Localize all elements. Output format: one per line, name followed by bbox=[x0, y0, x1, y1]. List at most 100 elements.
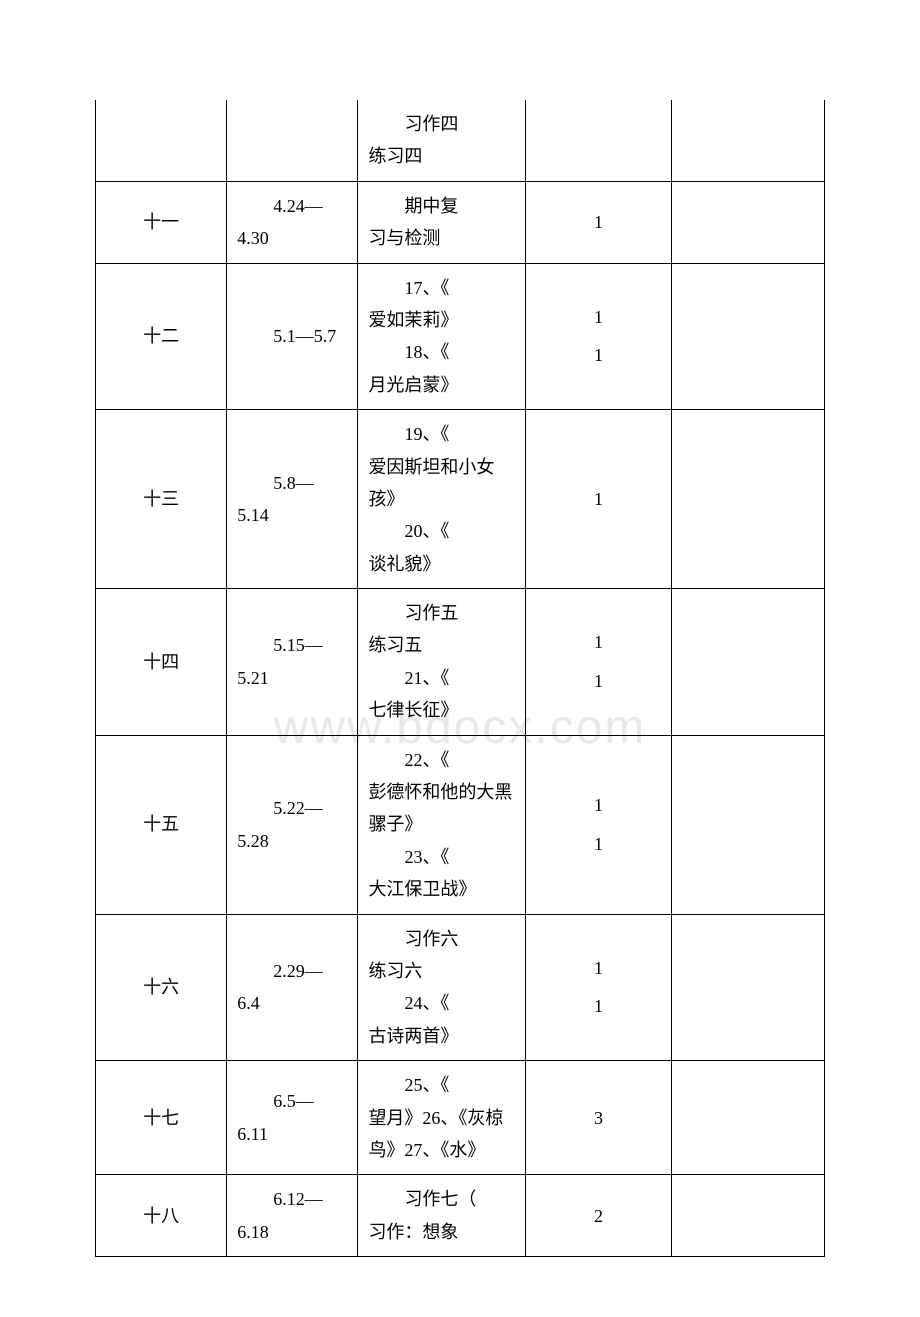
hours-value: 1 bbox=[532, 626, 665, 658]
note-cell bbox=[671, 410, 824, 589]
hours-value: 1 bbox=[532, 828, 665, 860]
content-cell: 习作五 练习五 21、《 七律长征》 bbox=[358, 589, 526, 736]
hours-cell: 2 bbox=[526, 1175, 672, 1257]
week-cell: 十一 bbox=[96, 181, 227, 263]
content-cell: 习作四 练习四 bbox=[358, 100, 526, 181]
table-row: 习作四 练习四 bbox=[96, 100, 825, 181]
content-line: 习与检测 bbox=[368, 222, 519, 254]
date-line: 6.11 bbox=[237, 1118, 351, 1150]
note-cell bbox=[671, 263, 824, 410]
date-line: 5.14 bbox=[237, 499, 351, 531]
content-line: 习作：想象 bbox=[368, 1216, 519, 1248]
content-line: 习作七（ bbox=[368, 1183, 519, 1215]
content-line: 21、《 bbox=[368, 662, 519, 694]
content-line: 22、《 bbox=[368, 744, 519, 776]
table-row: 十四 5.15— 5.21 习作五 练习五 21、《 七律长征》 1 1 bbox=[96, 589, 825, 736]
content-line: 25、《 bbox=[368, 1069, 519, 1101]
date-cell: 5.22— 5.28 bbox=[227, 735, 358, 914]
content-line: 七律长征》 bbox=[368, 694, 519, 726]
note-cell bbox=[671, 914, 824, 1061]
hours-cell: 3 bbox=[526, 1061, 672, 1175]
content-cell: 19、《 爱因斯坦和小女孩》 20、《 谈礼貌》 bbox=[358, 410, 526, 589]
content-cell: 习作七（ 习作：想象 bbox=[358, 1175, 526, 1257]
hours-value: 1 bbox=[532, 339, 665, 371]
content-line: 谈礼貌》 bbox=[368, 548, 519, 580]
note-cell bbox=[671, 735, 824, 914]
table-row: 十七 6.5— 6.11 25、《 望月》26、《灰椋鸟》27、《水》 3 bbox=[96, 1061, 825, 1175]
hours-cell: 1 1 bbox=[526, 589, 672, 736]
content-cell: 17、《 爱如茉莉》 18、《 月光启蒙》 bbox=[358, 263, 526, 410]
hours-value: 1 bbox=[532, 990, 665, 1022]
week-cell: 十七 bbox=[96, 1061, 227, 1175]
date-line: 5.22— bbox=[237, 792, 351, 824]
week-cell: 十二 bbox=[96, 263, 227, 410]
content-line: 17、《 bbox=[368, 272, 519, 304]
date-line: 6.18 bbox=[237, 1216, 351, 1248]
schedule-table-wrap: 习作四 练习四 十一 4.24— 4.30 期中复 习与检测 1 十二 5.1—… bbox=[95, 100, 825, 1257]
table-row: 十五 5.22— 5.28 22、《 彭德怀和他的大黑骡子》 23、《 大江保卫… bbox=[96, 735, 825, 914]
note-cell bbox=[671, 1175, 824, 1257]
date-line: 6.12— bbox=[237, 1183, 351, 1215]
table-row: 十一 4.24— 4.30 期中复 习与检测 1 bbox=[96, 181, 825, 263]
note-cell bbox=[671, 100, 824, 181]
content-cell: 25、《 望月》26、《灰椋鸟》27、《水》 bbox=[358, 1061, 526, 1175]
content-line: 习作六 bbox=[368, 923, 519, 955]
hours-cell: 1 bbox=[526, 410, 672, 589]
content-line: 练习六 bbox=[368, 955, 519, 987]
date-line: 5.21 bbox=[237, 662, 351, 694]
content-cell: 习作六 练习六 24、《 古诗两首》 bbox=[358, 914, 526, 1061]
hours-cell bbox=[526, 100, 672, 181]
date-line: 6.4 bbox=[237, 987, 351, 1019]
content-line: 23、《 bbox=[368, 841, 519, 873]
date-cell: 6.5— 6.11 bbox=[227, 1061, 358, 1175]
content-line: 24、《 bbox=[368, 987, 519, 1019]
date-cell: 5.1—5.7 bbox=[227, 263, 358, 410]
week-cell bbox=[96, 100, 227, 181]
content-line: 练习五 bbox=[368, 629, 519, 661]
content-line: 期中复 bbox=[368, 190, 519, 222]
date-cell: 6.12— 6.18 bbox=[227, 1175, 358, 1257]
table-row: 十八 6.12— 6.18 习作七（ 习作：想象 2 bbox=[96, 1175, 825, 1257]
hours-cell: 1 1 bbox=[526, 914, 672, 1061]
content-line: 练习四 bbox=[368, 140, 519, 172]
content-line: 彭德怀和他的大黑骡子》 bbox=[368, 776, 519, 841]
content-line: 19、《 bbox=[368, 418, 519, 450]
note-cell bbox=[671, 1061, 824, 1175]
hours-value: 1 bbox=[532, 301, 665, 333]
date-line: 6.5— bbox=[237, 1085, 351, 1117]
content-line: 大江保卫战》 bbox=[368, 873, 519, 905]
content-line: 20、《 bbox=[368, 515, 519, 547]
date-line: 5.8— bbox=[237, 467, 351, 499]
hours-cell: 1 1 bbox=[526, 735, 672, 914]
week-cell: 十四 bbox=[96, 589, 227, 736]
table-row: 十六 2.29— 6.4 习作六 练习六 24、《 古诗两首》 1 1 bbox=[96, 914, 825, 1061]
hours-value: 1 bbox=[532, 665, 665, 697]
schedule-table: 习作四 练习四 十一 4.24— 4.30 期中复 习与检测 1 十二 5.1—… bbox=[95, 100, 825, 1257]
date-line: 5.1—5.7 bbox=[237, 320, 351, 352]
date-line: 4.30 bbox=[237, 222, 351, 254]
hours-cell: 1 bbox=[526, 181, 672, 263]
content-line: 习作四 bbox=[368, 108, 519, 140]
date-line: 2.29— bbox=[237, 955, 351, 987]
hours-cell: 1 1 bbox=[526, 263, 672, 410]
content-line: 18、《 bbox=[368, 336, 519, 368]
note-cell bbox=[671, 181, 824, 263]
content-line: 望月》26、《灰椋鸟》27、《水》 bbox=[368, 1102, 519, 1167]
date-cell bbox=[227, 100, 358, 181]
hours-value: 1 bbox=[532, 789, 665, 821]
week-cell: 十六 bbox=[96, 914, 227, 1061]
content-cell: 22、《 彭德怀和他的大黑骡子》 23、《 大江保卫战》 bbox=[358, 735, 526, 914]
table-row: 十三 5.8— 5.14 19、《 爱因斯坦和小女孩》 20、《 谈礼貌》 1 bbox=[96, 410, 825, 589]
content-line: 爱如茉莉》 bbox=[368, 304, 519, 336]
week-cell: 十五 bbox=[96, 735, 227, 914]
date-cell: 2.29— 6.4 bbox=[227, 914, 358, 1061]
content-line: 爱因斯坦和小女孩》 bbox=[368, 451, 519, 516]
hours-value: 1 bbox=[532, 952, 665, 984]
date-line: 5.28 bbox=[237, 825, 351, 857]
date-cell: 5.15— 5.21 bbox=[227, 589, 358, 736]
date-line: 4.24— bbox=[237, 190, 351, 222]
date-line: 5.15— bbox=[237, 629, 351, 661]
note-cell bbox=[671, 589, 824, 736]
content-line: 习作五 bbox=[368, 597, 519, 629]
table-row: 十二 5.1—5.7 17、《 爱如茉莉》 18、《 月光启蒙》 1 1 bbox=[96, 263, 825, 410]
